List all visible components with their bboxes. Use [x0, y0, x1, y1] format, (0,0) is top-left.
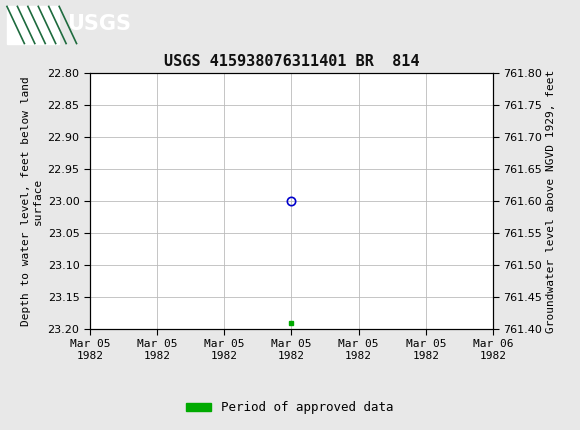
- Bar: [7, 6, 59, 43]
- Y-axis label: Depth to water level, feet below land
surface: Depth to water level, feet below land su…: [21, 76, 44, 326]
- Title: USGS 415938076311401 BR  814: USGS 415938076311401 BR 814: [164, 54, 419, 69]
- Text: USGS: USGS: [67, 14, 130, 34]
- Y-axis label: Groundwater level above NGVD 1929, feet: Groundwater level above NGVD 1929, feet: [546, 69, 556, 333]
- Legend: Period of approved data: Period of approved data: [181, 396, 399, 419]
